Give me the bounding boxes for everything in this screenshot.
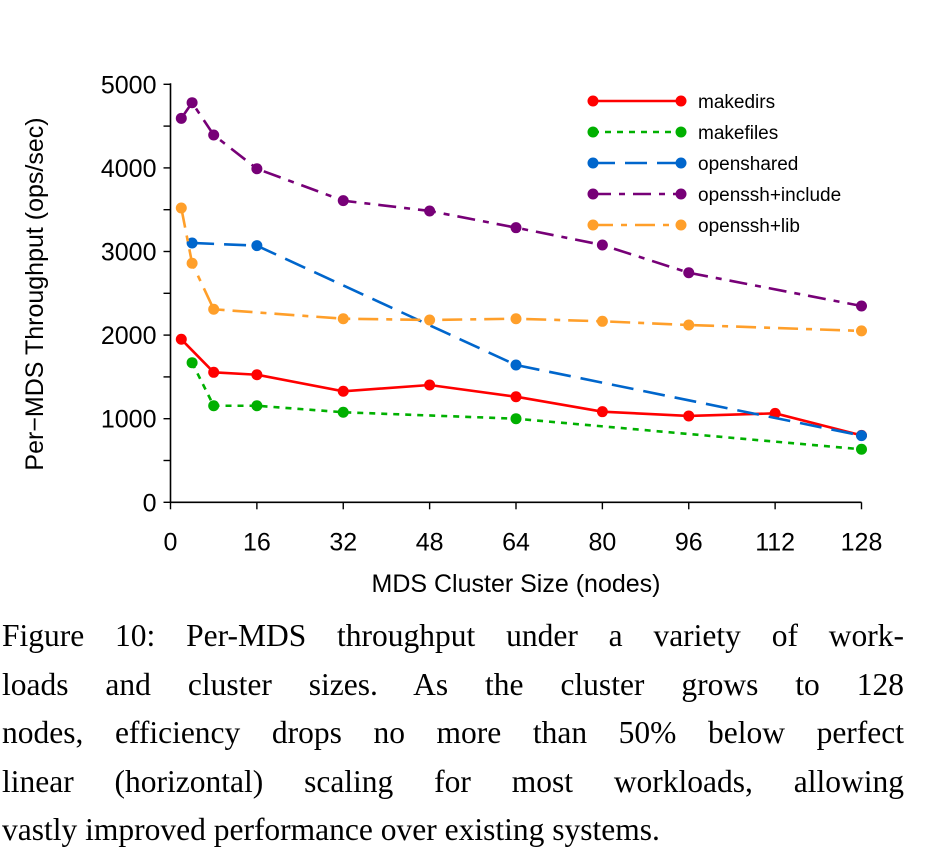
y-tick-label: 4000 <box>101 155 157 183</box>
data-point <box>856 325 867 337</box>
data-point <box>856 430 867 442</box>
legend-swatch-marker <box>675 219 687 231</box>
legend-item: openshared <box>587 154 798 175</box>
series-line <box>190 362 862 451</box>
x-tick-label: 96 <box>675 528 703 556</box>
data-point <box>424 205 436 217</box>
data-point <box>596 315 608 327</box>
data-point <box>683 267 695 279</box>
data-point <box>251 400 263 412</box>
legend-swatch-marker <box>675 126 687 138</box>
data-point <box>856 300 867 312</box>
data-point <box>186 357 198 369</box>
legend-swatch-marker <box>587 157 599 169</box>
data-point <box>186 97 198 109</box>
data-point <box>337 385 349 397</box>
legend-label: openssh+lib <box>698 216 800 237</box>
x-axis-label: MDS Cluster Size (nodes) <box>372 570 661 598</box>
data-point <box>510 313 522 325</box>
data-point <box>683 410 695 422</box>
data-point <box>510 222 522 234</box>
data-point <box>596 406 608 418</box>
caption-line: nodes, efficiency drops no more than 50%… <box>2 715 904 750</box>
x-tick-label: 80 <box>588 528 616 556</box>
y-tick-label: 0 <box>143 489 157 517</box>
data-point <box>175 202 187 214</box>
data-point <box>208 366 220 378</box>
caption-line: vastly improved performance over existin… <box>2 812 660 847</box>
data-point <box>208 303 220 315</box>
series-makedirs <box>175 333 867 441</box>
series-line <box>192 241 862 437</box>
series-line <box>180 338 862 437</box>
series-openssh-include <box>175 97 867 312</box>
y-axis-label: Per−MDS Throughput (ops/sec) <box>21 117 49 470</box>
data-point <box>337 406 349 418</box>
legend-swatch-marker <box>587 126 599 138</box>
legend-item: openssh+include <box>587 185 841 206</box>
x-tick-label: 32 <box>329 528 357 556</box>
legend-swatch-marker <box>675 188 687 200</box>
x-tick-label: 112 <box>755 528 795 556</box>
legend-swatch-marker <box>587 188 599 200</box>
data-point <box>208 400 220 412</box>
series-openshared <box>186 237 867 442</box>
x-tick-label: 128 <box>841 528 883 556</box>
legend-label: makedirs <box>698 92 775 113</box>
x-tick-label: 16 <box>243 528 271 556</box>
legend-item: makedirs <box>587 92 775 113</box>
series-openssh-lib <box>175 202 867 337</box>
data-point <box>596 239 608 251</box>
series-group <box>175 97 867 455</box>
data-point <box>251 240 263 252</box>
data-point <box>856 443 867 455</box>
caption-line: linear (horizontal) scaling for most wor… <box>2 763 904 799</box>
data-point <box>251 163 263 175</box>
data-point <box>510 359 522 371</box>
legend-item: makefiles <box>587 123 778 144</box>
legend-label: openshared <box>698 154 798 175</box>
data-point <box>424 379 436 391</box>
x-tick-label: 64 <box>502 528 530 556</box>
y-tick-label: 5000 <box>101 71 157 99</box>
y-tick-label: 3000 <box>101 239 157 267</box>
caption-line: Figure 10: Per-MDS throughput under a va… <box>2 618 904 653</box>
figure-caption: Figure 10: Per-MDS throughput under a va… <box>2 612 904 855</box>
caption-line: loads and cluster sizes. As the cluster … <box>2 666 904 702</box>
data-point <box>251 369 263 381</box>
series-line <box>180 100 862 308</box>
axes: 0 16 32 48 64 80 96 112 128 0 1000 2000 3000 4000 5000 <box>101 71 882 556</box>
data-point <box>186 237 198 249</box>
y-tick-label: 1000 <box>101 406 157 434</box>
series-makefiles <box>186 357 867 455</box>
line-chart: 0 16 32 48 64 80 96 112 128 0 1000 2000 3000 4000 5000… <box>21 71 882 598</box>
data-point <box>683 319 695 331</box>
x-tick-label: 0 <box>164 528 178 556</box>
legend-swatch-marker <box>675 157 687 169</box>
data-point <box>337 313 349 325</box>
data-point <box>337 195 349 207</box>
data-point <box>186 257 198 269</box>
legend-swatch-marker <box>587 95 599 107</box>
legend-swatch-marker <box>675 95 687 107</box>
data-point <box>510 413 522 425</box>
legend-label: openssh+include <box>698 185 841 206</box>
legend-swatch-marker <box>587 219 599 231</box>
x-tick-label: 48 <box>416 528 444 556</box>
legend: makedirs makefiles openshared openssh+inclu… <box>587 92 841 237</box>
data-point <box>175 333 187 345</box>
legend-item: openssh+lib <box>587 216 800 237</box>
data-point <box>510 391 522 403</box>
y-tick-label: 2000 <box>101 322 157 350</box>
legend-label: makefiles <box>698 123 778 144</box>
data-point <box>424 314 436 326</box>
data-point <box>208 129 220 141</box>
data-point <box>175 112 187 124</box>
